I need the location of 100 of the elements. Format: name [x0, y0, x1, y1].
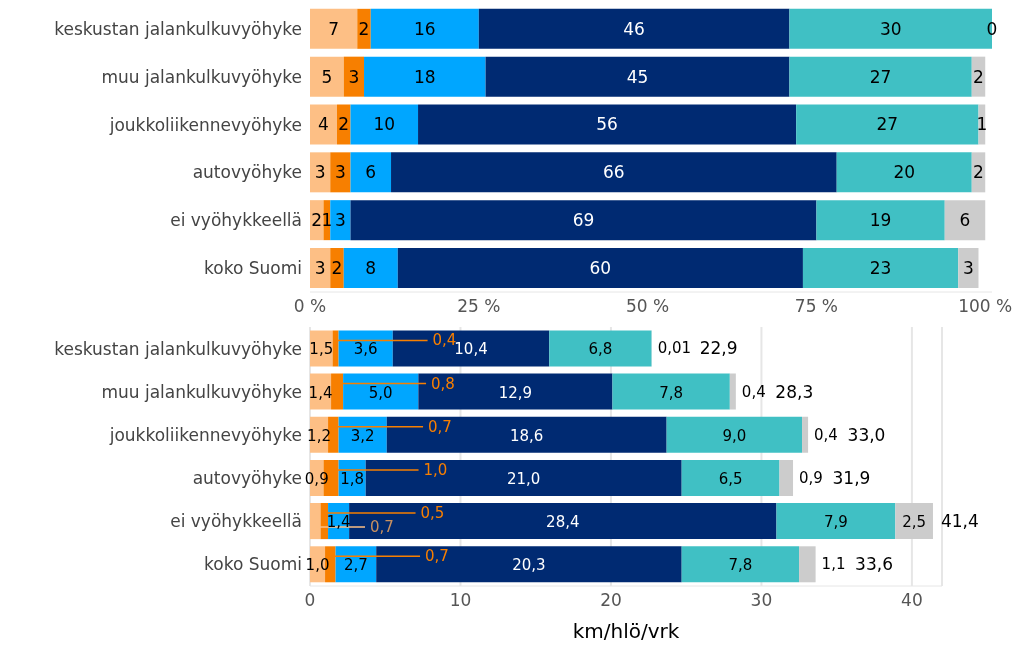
y-tick-label: autovyöhyke	[192, 468, 302, 489]
bar	[478, 8, 790, 49]
data-label: 3	[314, 257, 326, 278]
data-label: 2	[338, 114, 350, 135]
bar	[816, 200, 945, 241]
data-label: 1,1	[821, 555, 846, 574]
bar	[338, 330, 393, 367]
bar	[802, 416, 809, 453]
x-tick-label: 100 %	[958, 296, 1013, 317]
bar	[392, 330, 550, 367]
data-label: 2,7	[343, 556, 368, 575]
bar	[310, 56, 344, 97]
x-tick-label: 20	[600, 590, 622, 611]
data-label: 5,0	[368, 383, 393, 402]
data-label: 69	[572, 210, 595, 231]
data-label: 2	[358, 18, 370, 39]
data-label: 20	[893, 162, 916, 183]
data-label: 23	[869, 257, 892, 278]
data-label: 7,9	[823, 513, 848, 532]
data-label: 6,5	[718, 469, 743, 488]
data-label: 8	[365, 257, 377, 278]
bar	[944, 200, 986, 241]
data-label: 12,9	[498, 383, 533, 402]
y-tick-label: koko Suomi	[204, 258, 302, 279]
data-label: 18,6	[509, 426, 544, 445]
bar	[681, 459, 780, 496]
data-label: 3	[962, 257, 974, 278]
bar	[958, 247, 979, 288]
data-label: 0,4	[432, 331, 457, 350]
data-label: 60	[589, 257, 612, 278]
data-label: 1,0	[423, 460, 448, 479]
total-label: 31,9	[832, 467, 871, 488]
bar	[895, 503, 933, 540]
x-tick-label: 40	[901, 590, 923, 611]
bar	[612, 373, 730, 410]
data-label: 4	[318, 114, 329, 135]
bar	[310, 152, 331, 193]
data-label: 5	[321, 66, 333, 87]
bar	[376, 546, 682, 583]
data-label: 0,9	[799, 468, 823, 487]
data-label: 21,0	[506, 469, 541, 488]
y-tick-label: koko Suomi	[204, 554, 302, 575]
bar	[666, 416, 803, 453]
data-label: 7,8	[728, 556, 753, 575]
data-label: 46	[623, 18, 645, 39]
data-label: 1,4	[308, 383, 333, 402]
bar	[350, 104, 419, 145]
data-label: 2	[331, 257, 343, 278]
data-label: 45	[626, 66, 649, 87]
bar	[370, 8, 479, 49]
bar	[343, 56, 365, 97]
data-label: 66	[603, 162, 625, 183]
data-label: 2	[311, 210, 323, 231]
total-label: 33,0	[847, 424, 886, 445]
bar	[310, 200, 324, 241]
data-label: 3	[334, 162, 346, 183]
bar	[796, 104, 979, 145]
data-label: 0,4	[741, 382, 766, 401]
data-label: 1,8	[340, 469, 365, 488]
data-label: 1	[976, 114, 988, 135]
data-label: 7,8	[659, 383, 684, 402]
bar	[310, 247, 331, 288]
data-label: 0,8	[431, 374, 455, 393]
data-label: 6	[959, 210, 971, 231]
data-label: 16	[413, 18, 436, 39]
bar	[799, 546, 816, 583]
data-label: 0,5	[420, 504, 445, 523]
total-label: 33,6	[855, 554, 893, 575]
data-label: 1,5	[309, 340, 334, 359]
data-label: 0	[986, 18, 998, 39]
bar	[776, 503, 896, 540]
data-label: 3	[334, 210, 346, 231]
data-label: 0,7	[370, 518, 394, 537]
data-label: 2,5	[902, 513, 927, 532]
data-label: 28,4	[546, 513, 580, 532]
bar	[343, 373, 419, 410]
x-tick-label: 25 %	[457, 296, 501, 317]
x-tick-label: 30	[750, 590, 773, 611]
bar	[357, 8, 371, 49]
bar	[337, 104, 351, 145]
x-axis-title: km/hlö/vrk	[572, 619, 680, 643]
total-label: 41,4	[940, 511, 979, 532]
x-tick-label: 0 %	[293, 296, 327, 317]
data-label: 27	[869, 66, 892, 87]
data-label: 2	[973, 66, 984, 87]
bar	[310, 104, 338, 145]
x-tick-label: 50 %	[626, 296, 670, 317]
bar	[418, 104, 797, 145]
y-tick-label: muu jalankulkuvyöhyke	[101, 381, 302, 402]
data-label: 3	[348, 66, 360, 87]
bar	[789, 56, 972, 97]
data-label: 10	[373, 114, 396, 135]
data-label: 2	[973, 162, 984, 183]
y-tick-label: muu jalankulkuvyöhyke	[101, 66, 302, 87]
bar	[836, 152, 972, 193]
bar	[485, 56, 790, 97]
data-label: 0,9	[304, 469, 329, 488]
y-tick-label: keskustan jalankulkuvyöhyke	[54, 18, 302, 39]
data-label: 7	[328, 18, 340, 39]
data-label: 9,0	[722, 426, 747, 445]
